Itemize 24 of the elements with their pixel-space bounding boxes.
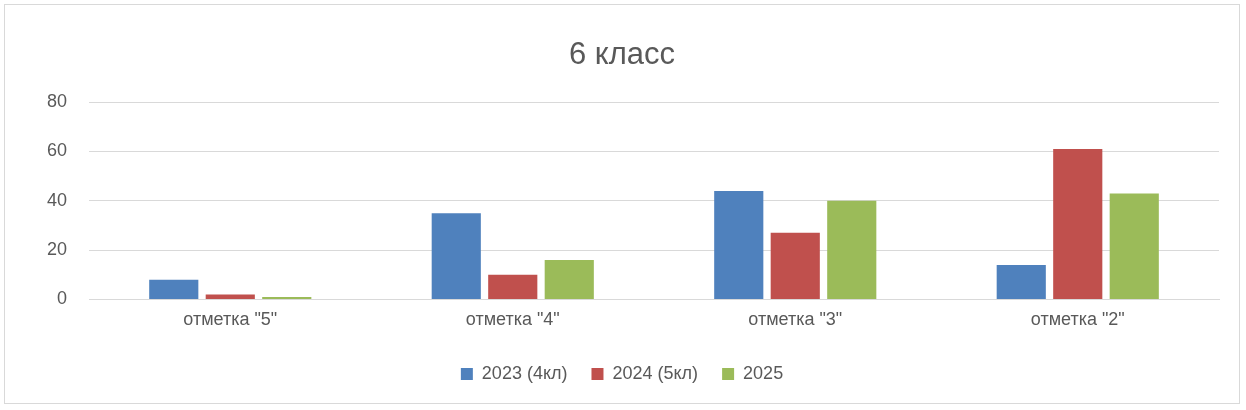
bar xyxy=(488,274,538,299)
y-tick-label: 0 xyxy=(57,288,68,309)
bar xyxy=(149,279,199,299)
bar xyxy=(1109,193,1159,299)
bar xyxy=(1053,149,1103,299)
y-tick-label: 80 xyxy=(46,91,68,112)
bar xyxy=(996,264,1046,299)
bar xyxy=(827,200,877,299)
legend-label: 2025 xyxy=(743,362,784,383)
x-tick-label: отметка "5" xyxy=(183,309,278,330)
legend-label: 2023 (4кл) xyxy=(481,362,568,383)
bar xyxy=(714,190,764,299)
y-tick-label: 40 xyxy=(46,189,68,210)
bar xyxy=(205,294,255,299)
bar xyxy=(431,213,481,299)
legend-label: 2024 (5кл) xyxy=(612,362,699,383)
bar xyxy=(544,259,594,299)
x-tick-label: отметка "2" xyxy=(1030,309,1125,330)
chart-title: 6 класс xyxy=(568,36,676,72)
x-tick-label: отметка "3" xyxy=(748,309,843,330)
y-tick-label: 20 xyxy=(46,239,68,260)
x-tick-label: отметка "4" xyxy=(465,309,560,330)
y-tick-label: 60 xyxy=(46,140,68,161)
bar xyxy=(770,232,820,299)
